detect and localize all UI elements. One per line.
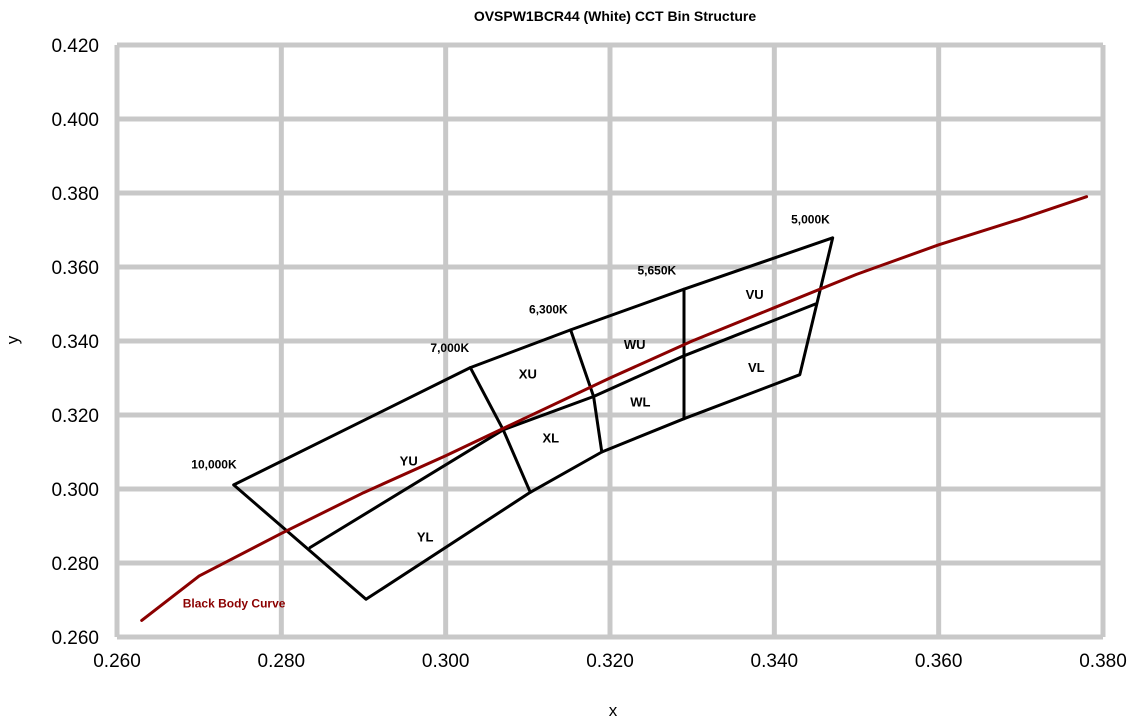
bin-boundary-line [569,328,604,454]
bin-label: VL [748,360,765,375]
chart-title: OVSPW1BCR44 (White) CCT Bin Structure [474,8,757,24]
bin-label: WU [624,337,646,352]
cct-label: 10,000K [191,458,237,472]
y-tick-label: 0.320 [51,406,99,427]
bin-label: XL [543,430,560,445]
x-tick-label: 0.340 [751,651,799,672]
y-tick-label: 0.340 [51,332,99,353]
x-tick-label: 0.280 [258,651,306,672]
cct-label: 5,650K [637,263,676,277]
grid [114,42,1106,640]
black-body-curve [140,195,1089,622]
y-tick-label: 0.360 [51,258,99,279]
y-axis-label: y [3,335,22,344]
cct-label: 6,300K [529,302,568,316]
bin-label: VU [746,287,764,302]
cct-label: 5,000K [791,212,830,226]
x-axis-label: x [609,701,618,720]
x-tick-label: 0.260 [93,651,141,672]
y-tick-label: 0.380 [51,184,99,205]
y-tick-label: 0.400 [51,110,99,131]
x-tick-label: 0.320 [586,651,634,672]
y-tick-label: 0.260 [51,628,99,649]
cct-label: 7,000K [430,341,469,355]
x-tick-label: 0.300 [422,651,470,672]
y-tick-label: 0.420 [51,36,99,57]
bin-label: YU [400,454,418,469]
black-body-curve-group [140,195,1089,622]
bin-outlines [232,236,835,601]
annotation-labels: YU YL XU XL WU WL VU VL 10,000K 7,000K 6,300K 5,650… [183,212,830,610]
y-tick-label: 0.300 [51,480,99,501]
bin-label: YL [417,530,434,545]
bin-label: WL [630,394,650,409]
curve-label: Black Body Curve [183,596,286,610]
bin-boundary-line [232,236,835,601]
tick-labels: 0.260 0.280 0.300 0.320 0.340 0.360 0.380 0.260… [51,36,1126,672]
x-tick-label: 0.360 [915,651,963,672]
y-tick-label: 0.280 [51,554,99,575]
x-tick-label: 0.380 [1079,651,1127,672]
bin-label: XU [519,367,537,382]
